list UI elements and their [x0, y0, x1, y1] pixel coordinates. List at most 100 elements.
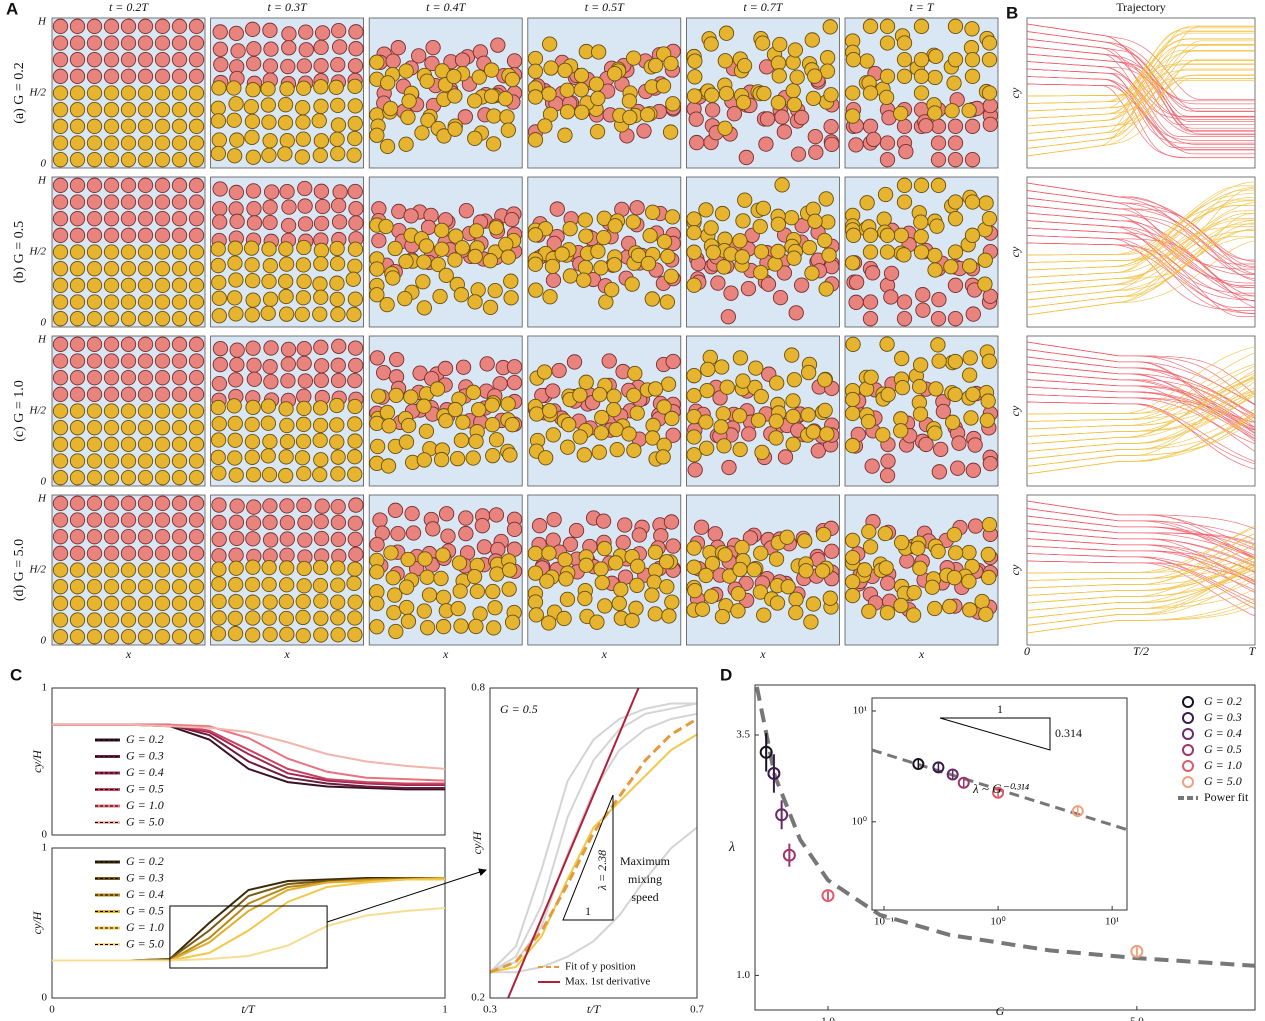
particle — [912, 357, 929, 373]
particle — [154, 277, 171, 293]
particle — [86, 386, 103, 402]
particle — [120, 579, 137, 595]
particle — [227, 415, 243, 432]
trajectory — [1026, 235, 1255, 311]
particle — [931, 291, 947, 308]
particle — [736, 58, 753, 74]
particle — [401, 93, 417, 109]
trajectory — [1026, 61, 1255, 136]
particle — [720, 309, 736, 325]
particle — [624, 276, 640, 292]
particle — [120, 420, 137, 436]
particle — [120, 294, 137, 310]
particle — [347, 130, 363, 147]
particle — [103, 629, 120, 645]
particle — [280, 58, 296, 75]
particle — [52, 612, 69, 628]
particle — [52, 403, 69, 419]
particle — [730, 603, 746, 619]
particle — [86, 244, 103, 260]
particle — [246, 215, 263, 231]
particle — [346, 575, 362, 591]
particle — [278, 256, 295, 272]
particle — [280, 356, 296, 372]
particle — [499, 109, 515, 125]
particle — [372, 512, 388, 528]
particle — [261, 273, 277, 290]
particle — [188, 562, 205, 578]
particle — [447, 252, 463, 268]
particle — [246, 371, 263, 387]
particle — [347, 115, 363, 132]
particle — [944, 414, 961, 430]
particle — [137, 311, 154, 327]
particle — [210, 257, 226, 274]
particle — [244, 113, 261, 130]
particle — [930, 311, 947, 327]
particle — [313, 183, 330, 199]
particle — [636, 123, 652, 139]
particle — [807, 128, 823, 145]
particle — [211, 274, 227, 291]
inset-frame — [871, 697, 1128, 911]
particle — [313, 98, 329, 114]
x-axis-label: x — [283, 647, 290, 661]
particle — [245, 183, 262, 199]
y-tick-label: 10⁰ — [852, 815, 868, 827]
particle — [432, 288, 448, 305]
y-tick-label: H — [37, 493, 47, 505]
particle — [380, 458, 397, 474]
particle — [369, 564, 385, 580]
particle — [896, 194, 913, 210]
particle — [624, 612, 640, 629]
particle — [154, 495, 171, 511]
particle — [448, 228, 464, 244]
particle — [137, 495, 154, 511]
snapshot — [844, 176, 999, 328]
particle — [698, 202, 714, 218]
particle — [330, 57, 346, 73]
particle — [416, 254, 432, 270]
particle — [210, 432, 227, 448]
particle — [845, 391, 861, 408]
panel-label: B — [1006, 3, 1018, 22]
particle — [120, 35, 137, 51]
particle — [295, 416, 312, 432]
particle — [929, 218, 945, 234]
fit-line — [871, 748, 1128, 832]
snapshot — [686, 494, 840, 646]
particle — [120, 453, 137, 469]
particle — [137, 294, 154, 310]
x-axis-label: t/T — [587, 1002, 602, 1016]
particle — [438, 413, 454, 429]
particle — [137, 436, 154, 452]
particle — [262, 594, 278, 610]
particle — [262, 626, 278, 643]
particle — [52, 211, 69, 227]
particle — [562, 268, 579, 284]
particle — [879, 336, 895, 352]
particle — [347, 416, 363, 432]
particle — [573, 82, 589, 98]
particle — [103, 370, 120, 386]
particle — [278, 593, 295, 610]
particle — [227, 610, 243, 626]
particle — [387, 240, 403, 257]
particle — [137, 35, 154, 51]
particle — [69, 118, 86, 134]
particle — [490, 37, 506, 53]
particle — [296, 497, 312, 514]
particle — [86, 211, 103, 227]
particle — [244, 627, 261, 643]
particle — [387, 502, 404, 518]
particle — [774, 177, 790, 193]
particle — [979, 412, 995, 428]
particle — [188, 495, 205, 511]
particle — [845, 574, 861, 590]
trajectory — [1026, 23, 1255, 102]
particle — [279, 498, 295, 514]
particle — [230, 43, 246, 59]
particle — [467, 93, 483, 109]
particle — [823, 87, 839, 103]
particle — [906, 585, 922, 601]
